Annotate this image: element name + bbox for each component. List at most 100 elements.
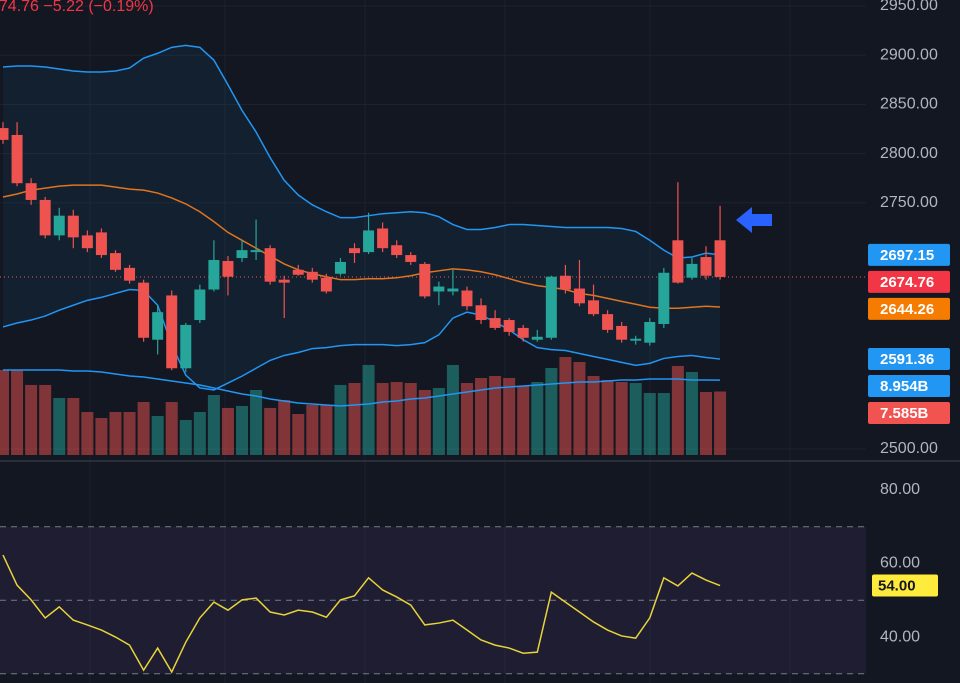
volume-bar: [11, 369, 24, 455]
candle-body: [531, 336, 543, 340]
candle-body: [95, 232, 107, 256]
candle-body: [53, 215, 65, 236]
overlay-line: [2, 288, 721, 391]
price-badge-label: 2674.76: [880, 274, 934, 291]
volume-bar: [95, 418, 108, 455]
candle-body: [573, 288, 585, 304]
candle-body: [475, 305, 487, 321]
candle-body: [588, 300, 600, 315]
band-fill: [3, 45, 721, 390]
overlay-line: [2, 184, 721, 309]
candle-body: [334, 261, 346, 274]
candle-body: [672, 240, 684, 283]
price-badge-label: 7.585B: [880, 405, 929, 422]
volume-bar: [278, 400, 291, 455]
candle-body: [11, 134, 23, 184]
volume-bar: [207, 394, 220, 455]
arrow-marker: [736, 207, 772, 233]
candle-body: [545, 276, 557, 338]
candle-body: [306, 271, 318, 280]
candle-body: [616, 325, 628, 340]
volume-bar: [700, 391, 712, 455]
y-tick-label: 2950.00: [880, 0, 938, 14]
volume-bar: [39, 384, 52, 455]
volume-bar: [446, 364, 459, 455]
volume-bar: [179, 420, 192, 455]
candle-body: [25, 183, 37, 200]
overlay-line: [2, 44, 721, 259]
candle-body: [109, 253, 121, 270]
candle-body: [419, 263, 431, 297]
volume-bar: [165, 402, 178, 455]
price-badge-label: 2644.26: [880, 301, 934, 318]
price-badge: [868, 402, 950, 425]
volume-bar: [601, 380, 614, 455]
volume-bar: [475, 378, 488, 455]
candle-body: [433, 286, 445, 292]
volume-bar: [376, 383, 389, 455]
candle-body: [714, 240, 726, 277]
price-badge-label: 2591.36: [880, 351, 934, 368]
candle-body: [391, 245, 403, 256]
candle-body: [81, 235, 93, 249]
candle-body: [152, 312, 164, 340]
volume-bar: [615, 382, 628, 455]
volume-bar: [362, 364, 375, 455]
candle-body: [208, 259, 220, 290]
volume-bar: [25, 384, 38, 455]
price-badge-label: 2697.15: [880, 247, 934, 264]
price-badge: [868, 270, 950, 293]
volume-bar: [643, 392, 656, 455]
candle-body: [461, 290, 473, 307]
rsi-tick-label: 60.00: [880, 555, 920, 572]
candle-body: [349, 248, 360, 254]
price-badge: [868, 348, 950, 371]
candle-body: [320, 277, 332, 292]
volume-bar: [629, 383, 642, 455]
time-grid: [89, 0, 791, 683]
price-pane: [0, 5, 866, 455]
rsi-line: [2, 554, 721, 674]
volume-bar: [418, 389, 431, 455]
candle-body: [405, 255, 417, 262]
candle-body: [222, 260, 234, 277]
volume-bar: [531, 382, 544, 455]
price-badge: [868, 297, 950, 320]
candle-body: [686, 263, 698, 278]
volume-bar: [432, 387, 445, 455]
volume-bar: [193, 411, 206, 455]
rsi-tick-label: 40.00: [880, 628, 920, 645]
rsi-tick-label: 80.00: [880, 481, 920, 498]
y-tick-label: 2900.00: [880, 46, 938, 63]
volume-bar: [320, 404, 333, 455]
candle-body: [138, 282, 150, 338]
volume-bar: [460, 383, 473, 455]
price-axis: 2950.00 2900.00 2850.00 2800.00 2750.00 2500.…: [868, 0, 950, 645]
candle-body: [250, 250, 262, 253]
volume-bar: [236, 405, 249, 455]
volume-bar: [151, 416, 164, 455]
volume-bar: [587, 376, 600, 455]
header-legend: 674.76 −5.22 (−0.19%): [0, 0, 154, 15]
volume-bar: [671, 365, 684, 455]
volume-bar: [348, 383, 361, 455]
volume-bar: [545, 367, 558, 455]
volume-bar: [109, 411, 122, 455]
candle-body: [489, 318, 501, 328]
candle-body: [194, 289, 206, 321]
candle-body: [67, 215, 79, 238]
price-badge-label: 8.954B: [880, 378, 929, 395]
volume-bar: [517, 385, 530, 455]
candle-body: [658, 272, 670, 324]
candle-body: [292, 269, 304, 275]
volume-bar: [390, 382, 403, 455]
candle-body: [630, 338, 642, 341]
candle-body: [363, 230, 375, 253]
y-tick-label: 2850.00: [880, 96, 938, 113]
price-badge: [868, 243, 950, 266]
volume-bar: [67, 398, 80, 455]
y-tick-label: 2750.00: [880, 194, 938, 211]
volume-bar: [292, 413, 305, 455]
